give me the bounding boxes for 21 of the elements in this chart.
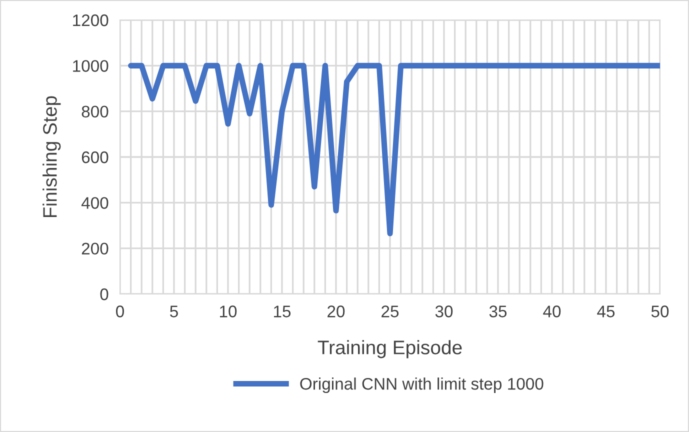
x-tick-label: 5 — [170, 306, 178, 318]
x-tick-label: 15 — [274, 306, 291, 318]
x-axis-title: Training Episode — [318, 340, 462, 358]
x-tick-label: 50 — [651, 306, 669, 318]
y-tick-label: 800 — [82, 106, 108, 118]
x-tick-label: 30 — [435, 306, 453, 318]
x-tick-label: 0 — [116, 306, 124, 318]
x-tick-label: 35 — [489, 306, 507, 318]
y-tick-label: 200 — [82, 242, 108, 255]
y-tick-label: 1000 — [73, 60, 108, 72]
y-axis-title: Finishing Step — [42, 96, 61, 218]
x-tick-label: 25 — [382, 306, 399, 318]
x-tick-label: 45 — [597, 306, 615, 318]
y-tick-label: 600 — [82, 151, 108, 164]
y-tick-label: 0 — [100, 288, 108, 300]
x-tick-label: 40 — [543, 306, 561, 318]
x-tick-label: 20 — [328, 306, 345, 318]
y-tick-label: 400 — [81, 197, 108, 209]
x-tick-label: 10 — [220, 306, 237, 318]
y-tick-label: 1200 — [73, 14, 108, 26]
legend-label: Original CNN with limit step 1000 — [300, 378, 544, 394]
